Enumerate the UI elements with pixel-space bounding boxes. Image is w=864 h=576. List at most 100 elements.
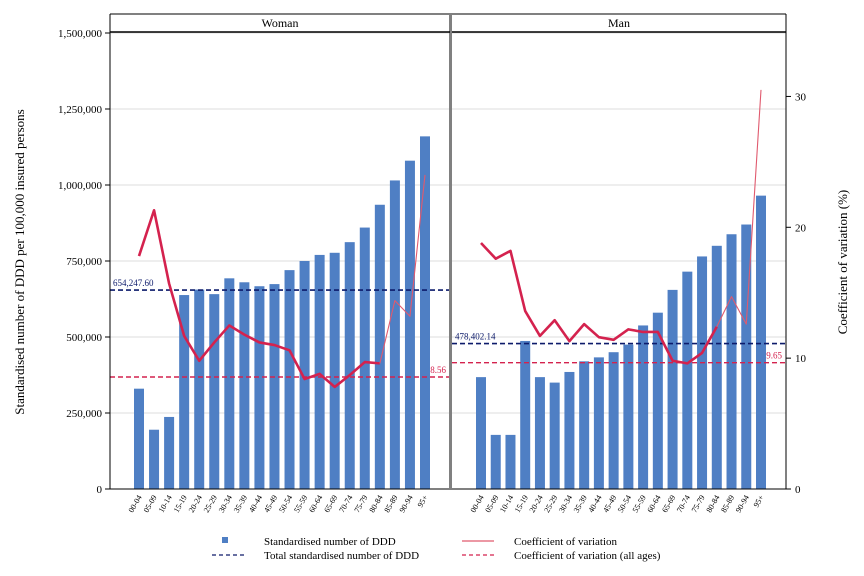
x-tick-label: 20-24 xyxy=(187,494,204,515)
x-tick-label: 05-09 xyxy=(483,494,500,515)
bar xyxy=(756,195,766,489)
x-tick-label: 55-59 xyxy=(631,494,648,515)
y-left-tick-label: 0 xyxy=(97,484,103,496)
x-tick-label: 85-89 xyxy=(719,494,736,515)
y-axis-right: 0 10 20 30 xyxy=(786,91,807,496)
y-axis-right-label: Coefficient of variation (%) xyxy=(835,190,850,335)
x-tick-label: 20-24 xyxy=(528,494,545,515)
x-tick-label: 00-04 xyxy=(127,494,144,515)
bar xyxy=(505,434,516,489)
bar xyxy=(534,377,545,489)
panel-title: Man xyxy=(608,16,630,30)
reference-lines: 654,247.60 8.56 478,402.14 9.65 xyxy=(110,278,786,378)
x-tick-label: 45-49 xyxy=(262,494,279,515)
bars xyxy=(134,136,766,490)
bar xyxy=(652,312,663,489)
x-tick-label: 35-39 xyxy=(232,494,249,515)
x-tick-label: 45-49 xyxy=(601,494,618,515)
x-tick-label: 30-34 xyxy=(217,494,234,515)
bar xyxy=(254,286,265,489)
panel-headers: Woman Man xyxy=(110,16,786,33)
bar xyxy=(420,136,430,490)
y-left-tick-label: 250,000 xyxy=(66,408,102,420)
bar xyxy=(134,388,144,489)
x-tick-label: 30-34 xyxy=(557,494,574,515)
x-tick-label: 00-04 xyxy=(469,494,486,515)
x-tick-label: 80-84 xyxy=(704,494,721,515)
bar xyxy=(389,180,400,489)
bar xyxy=(209,294,220,489)
bar xyxy=(344,242,355,489)
x-tick-label: 65-69 xyxy=(660,494,677,515)
bar xyxy=(404,160,415,489)
bar xyxy=(697,256,708,489)
bar xyxy=(194,289,205,489)
bar xyxy=(284,270,295,489)
y-left-tick-label: 1,250,000 xyxy=(58,104,103,116)
bar xyxy=(608,352,619,489)
bar xyxy=(638,325,649,489)
bar xyxy=(164,416,175,489)
x-tick-label: 90-94 xyxy=(734,494,751,515)
bar xyxy=(149,429,160,489)
x-tick-label: 95+ xyxy=(752,493,766,509)
cv-lines xyxy=(137,89,762,389)
y-left-tick-label: 1,500,000 xyxy=(58,28,103,40)
bar xyxy=(314,254,325,489)
x-tick-label: 75-79 xyxy=(690,494,707,515)
y-right-tick-label: 20 xyxy=(795,222,807,234)
plot-frame xyxy=(109,13,787,490)
x-tick-label: 60-64 xyxy=(307,494,324,515)
cv-line-tail xyxy=(716,89,762,327)
cv-line xyxy=(137,208,380,389)
bar xyxy=(329,252,340,489)
bar xyxy=(476,377,486,489)
x-axis-categories: 00-0405-0910-1415-1920-2425-2930-3435-39… xyxy=(127,493,766,514)
bar xyxy=(520,340,531,489)
bar xyxy=(299,261,310,489)
x-tick-label: 60-64 xyxy=(645,494,662,515)
bar xyxy=(359,227,370,489)
bar xyxy=(579,361,590,489)
cv-all-label: 9.65 xyxy=(766,351,782,361)
bar xyxy=(374,204,385,489)
bar xyxy=(682,271,693,489)
x-tick-label: 90-94 xyxy=(398,494,415,515)
x-tick-label: 40-44 xyxy=(247,494,264,515)
x-tick-label: 40-44 xyxy=(586,494,603,515)
legend-swatch-bar xyxy=(222,537,228,543)
bar xyxy=(179,295,190,489)
y-right-tick-label: 30 xyxy=(795,91,807,103)
panel-title: Woman xyxy=(261,16,298,30)
legend-label: Coefficient of variation xyxy=(514,536,618,548)
x-tick-label: 35-39 xyxy=(572,494,589,515)
x-tick-label: 65-69 xyxy=(322,494,339,515)
x-tick-label: 10-14 xyxy=(498,494,515,515)
x-tick-label: 25-29 xyxy=(202,494,219,515)
x-tick-label: 70-74 xyxy=(675,494,692,515)
x-tick-label: 55-59 xyxy=(292,494,309,515)
y-right-tick-label: 10 xyxy=(795,353,807,365)
bar xyxy=(623,344,634,489)
x-tick-label: 95+ xyxy=(416,493,430,509)
legend-label: Total standardised number of DDD xyxy=(264,550,419,562)
legend: Standardised number of DDD Coefficient of… xyxy=(212,536,661,562)
x-tick-label: 25-29 xyxy=(542,494,559,515)
bar xyxy=(549,382,560,489)
y-axis-left-label: Standardised number of DDD per 100,000 i… xyxy=(12,109,27,414)
y-axis-left: 0 250,000 500,000 750,000 1,000,000 1,250,000… xyxy=(58,28,110,496)
y-left-tick-label: 500,000 xyxy=(66,332,102,344)
legend-label: Standardised number of DDD xyxy=(264,536,396,548)
x-tick-label: 75-79 xyxy=(352,494,369,515)
cv-line xyxy=(480,242,718,365)
total-label: 478,402.14 xyxy=(455,332,496,342)
y-left-tick-label: 750,000 xyxy=(66,256,102,268)
x-tick-label: 50-54 xyxy=(616,494,633,515)
bar xyxy=(726,234,737,489)
bar xyxy=(564,371,575,489)
bar xyxy=(490,434,501,489)
panel-divider xyxy=(449,14,452,489)
x-tick-label: 15-19 xyxy=(172,494,189,515)
x-tick-label: 15-19 xyxy=(513,494,530,515)
